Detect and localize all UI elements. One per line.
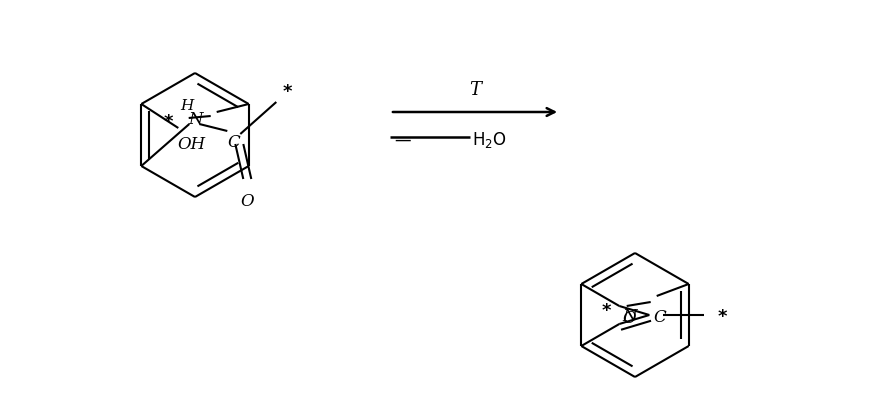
Text: N: N xyxy=(622,308,636,324)
Text: OH: OH xyxy=(177,135,205,153)
Text: *: * xyxy=(718,308,727,326)
Text: *: * xyxy=(602,302,611,320)
Text: C: C xyxy=(653,308,666,326)
Text: C: C xyxy=(227,134,240,150)
Text: N: N xyxy=(188,111,202,127)
Text: T: T xyxy=(469,81,481,99)
Text: *: * xyxy=(282,83,292,101)
Text: —: — xyxy=(394,131,410,149)
Text: O: O xyxy=(623,310,636,326)
Text: O: O xyxy=(240,192,254,210)
Text: H: H xyxy=(181,99,194,113)
Text: $\mathrm{H_2O}$: $\mathrm{H_2O}$ xyxy=(472,130,507,150)
Text: *: * xyxy=(164,113,174,131)
